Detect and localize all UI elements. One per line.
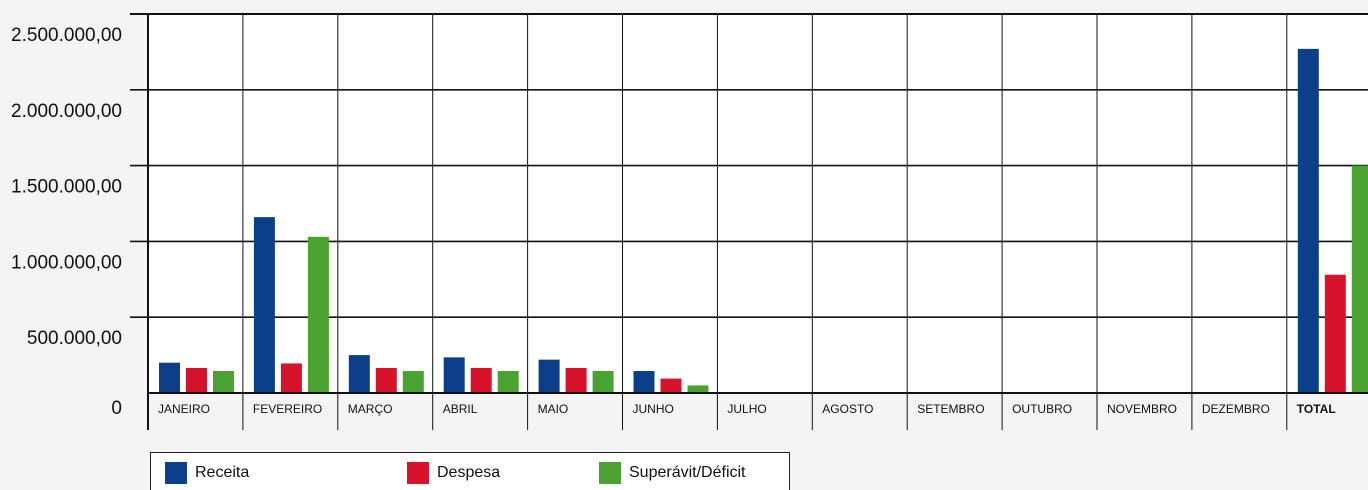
bar-março-2 bbox=[402, 371, 424, 393]
x-tick-label-abril: ABRIL bbox=[443, 402, 478, 416]
y-tick-label-0: 0 bbox=[111, 398, 122, 419]
bar-junho-0 bbox=[633, 371, 655, 393]
bar-chart: 0 500.000,00 1.000.000,00 1.500.000,00 2.000… bbox=[11, 13, 1368, 430]
bar-fevereiro-1 bbox=[280, 363, 302, 393]
y-tick-labels: 0 500.000,00 1.000.000,00 1.500.000,00 2.000… bbox=[11, 25, 122, 419]
bar-total-0 bbox=[1297, 48, 1319, 393]
bar-janeiro-2 bbox=[213, 371, 234, 393]
legend-label-receita: Receita bbox=[195, 464, 250, 481]
x-tick-label-setembro: SETEMBRO bbox=[917, 402, 984, 416]
bar-fevereiro-2 bbox=[307, 236, 329, 393]
x-tick-label-total: TOTAL bbox=[1297, 402, 1336, 416]
legend-swatch-receita bbox=[165, 462, 187, 484]
legend-item-despesa: Despesa bbox=[407, 462, 500, 484]
bar-janeiro-0 bbox=[159, 362, 180, 393]
legend-label-superavit-deficit: Superávit/Déficit bbox=[629, 464, 746, 481]
legend-item-superavit-deficit: Superávit/Déficit bbox=[599, 462, 746, 484]
bar-total-1 bbox=[1324, 274, 1346, 393]
x-tick-label-junho: JUNHO bbox=[633, 402, 674, 416]
bar-março-0 bbox=[348, 355, 370, 393]
x-tick-labels: JANEIRO FEVEREIRO MARÇO ABRIL MAIO JUNHO JULHO… bbox=[158, 402, 1336, 416]
y-tick-label-3: 1.500.000,00 bbox=[11, 177, 122, 198]
legend-label-despesa: Despesa bbox=[437, 464, 501, 481]
x-tick-label-fevereiro: FEVEREIRO bbox=[253, 402, 322, 416]
y-tick-label-1: 500.000,00 bbox=[27, 328, 122, 349]
bar-junho-1 bbox=[660, 378, 682, 393]
legend-swatch-despesa bbox=[407, 462, 429, 484]
bar-maio-2 bbox=[592, 371, 614, 393]
plot-area bbox=[148, 14, 1368, 393]
legend-item-receita: Receita bbox=[165, 462, 249, 484]
bar-abril-0 bbox=[443, 357, 465, 393]
bar-maio-1 bbox=[565, 367, 587, 393]
bar-fevereiro-0 bbox=[253, 217, 275, 393]
bar-junho-2 bbox=[687, 385, 709, 393]
x-tick-label-outubro: OUTUBRO bbox=[1012, 402, 1072, 416]
legend: Receita Despesa Superávit/Déficit bbox=[150, 452, 790, 490]
y-tick-label-4: 2.000.000,00 bbox=[11, 101, 122, 122]
axes bbox=[130, 13, 1368, 430]
y-tick-label-5: 2.500.000,00 bbox=[11, 25, 122, 46]
x-tick-label-março: MARÇO bbox=[348, 402, 393, 416]
bar-janeiro-1 bbox=[186, 367, 207, 393]
x-tick-label-dezembro: DEZEMBRO bbox=[1202, 402, 1270, 416]
bars bbox=[159, 48, 1368, 393]
bar-total-2 bbox=[1351, 165, 1368, 393]
legend-swatch-superavit-deficit bbox=[599, 462, 621, 484]
x-tick-label-agosto: AGOSTO bbox=[822, 402, 873, 416]
y-tick-label-2: 1.000.000,00 bbox=[11, 252, 122, 273]
x-tick-label-novembro: NOVEMBRO bbox=[1107, 402, 1177, 416]
x-tick-label-janeiro: JANEIRO bbox=[158, 402, 210, 416]
bar-abril-1 bbox=[470, 367, 492, 393]
x-tick-label-julho: JULHO bbox=[727, 402, 766, 416]
bar-março-1 bbox=[375, 367, 397, 393]
x-tick-label-maio: MAIO bbox=[538, 402, 569, 416]
bar-abril-2 bbox=[497, 371, 519, 393]
bar-maio-0 bbox=[538, 359, 560, 393]
